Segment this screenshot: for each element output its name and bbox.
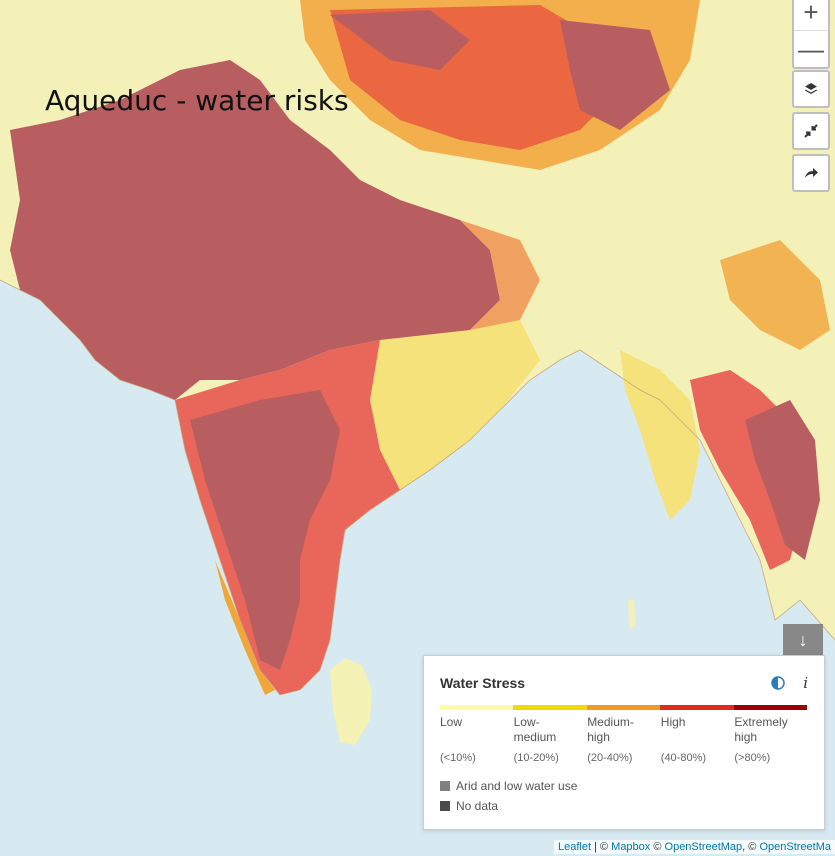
layers-button[interactable] (792, 70, 830, 108)
attrib-sep: | © (591, 841, 612, 853)
legend-category: Low-medium (10-20%) (514, 715, 588, 766)
mapbox-link[interactable]: Mapbox (611, 841, 651, 853)
zoom-out-button[interactable]: — (794, 30, 828, 67)
legend-category-range: (>80%) (734, 752, 771, 764)
nodata-label: No data (456, 799, 499, 813)
arid-label: Arid and low water use (456, 779, 578, 793)
layers-icon (805, 83, 817, 94)
collapse-icon (804, 124, 818, 138)
zoom-in-button[interactable]: + (803, 0, 819, 27)
osm-link-2[interactable]: OpenStreetMa (759, 841, 831, 853)
legend-swatch-low (440, 705, 514, 710)
legend-color-bar (440, 705, 808, 710)
opacity-icon[interactable] (771, 676, 785, 690)
zone-east-yellow (370, 320, 540, 490)
legend-category-label: Low-medium (513, 715, 557, 744)
legend-category-range: (<10%) (440, 752, 476, 764)
arid-swatch (440, 781, 450, 791)
legend-swatch-high (660, 705, 734, 710)
legend-swatch-low-medium (513, 705, 587, 710)
map-title: Aqueduc - water risks (45, 84, 349, 117)
legend-title: Water Stress (440, 675, 526, 691)
legend-extra-arid: Arid and low water use (440, 779, 577, 793)
legend-category: High (40-80%) (661, 715, 735, 766)
legend-categories: Low (<10%) Low-medium (10-20%) Medium-hi… (440, 715, 808, 766)
legend-category-label: Low (440, 715, 463, 729)
collapse-button[interactable] (792, 112, 830, 150)
zone-ganges-mix (460, 220, 540, 340)
zone-se-asia-maroon (745, 400, 820, 560)
map-attribution: Leaflet | © Mapbox © OpenStreetMap, © Op… (553, 840, 835, 854)
zone-nw-maroon (10, 60, 500, 400)
coastline-east (299, 349, 835, 691)
zone-bangladesh-yellow (620, 350, 700, 520)
legend-category-range: (40-80%) (660, 752, 707, 764)
zone-tibet-maroon (560, 20, 670, 130)
share-button[interactable] (792, 154, 830, 192)
info-icon[interactable]: i (803, 674, 808, 692)
zone-deccan-maroon (190, 390, 340, 670)
legend-panel: Water Stress i Low (<10%) Low-medium (10… (423, 655, 825, 830)
coastline-west (0, 279, 281, 696)
legend-category-range: (10-20%) (513, 752, 559, 764)
land-sri-lanka (330, 658, 372, 745)
legend-toggle-button[interactable]: ↓ (783, 624, 823, 656)
legend-swatch-medium-high (586, 705, 661, 710)
legend-category-range: (20-40%) (587, 752, 633, 764)
zone-east-orange (720, 240, 830, 350)
share-icon (805, 168, 818, 178)
legend-category: Medium-high (20-40%) (587, 715, 661, 766)
legend-category-label: Medium-high (587, 715, 634, 744)
zoom-control: + — (792, 0, 830, 69)
legend-category-label: High (660, 715, 686, 729)
attrib-sep: © (650, 841, 665, 853)
legend-category: Low (<10%) (440, 715, 514, 766)
nodata-swatch (440, 801, 450, 811)
legend-category: Extremely high (>80%) (734, 715, 808, 766)
legend-icons: i (771, 674, 808, 692)
legend-extra-nodata: No data (440, 799, 498, 813)
leaflet-link[interactable]: Leaflet (557, 841, 592, 853)
osm-link[interactable]: OpenStreetMap (664, 841, 743, 853)
land-andaman (628, 600, 636, 630)
legend-swatch-extremely-high (733, 705, 808, 710)
attrib-sep: , © (742, 841, 760, 853)
zone-north-maroon (330, 10, 470, 70)
legend-category-label: Extremely high (734, 715, 788, 744)
